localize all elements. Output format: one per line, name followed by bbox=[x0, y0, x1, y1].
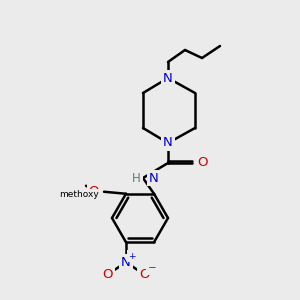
Text: O: O bbox=[197, 157, 208, 169]
Text: N: N bbox=[121, 256, 131, 269]
Text: H: H bbox=[132, 172, 141, 184]
Text: methoxy: methoxy bbox=[59, 190, 99, 199]
Text: O: O bbox=[88, 185, 99, 198]
Text: +: + bbox=[128, 252, 136, 261]
Text: N: N bbox=[163, 71, 173, 85]
Text: N: N bbox=[163, 136, 173, 149]
Text: O: O bbox=[139, 268, 149, 281]
Text: N: N bbox=[149, 172, 159, 184]
Text: O: O bbox=[103, 268, 113, 281]
Text: −: − bbox=[148, 263, 156, 273]
